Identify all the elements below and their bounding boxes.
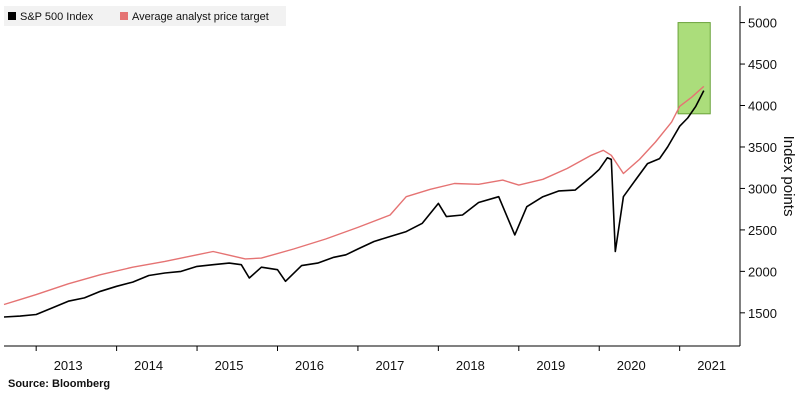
y-tick-label: 2500 [748, 223, 777, 238]
y-tick-label: 1500 [748, 306, 777, 321]
y-tick-label: 3000 [748, 181, 777, 196]
x-tick-label: 2017 [375, 358, 404, 373]
x-tick-label: 2013 [54, 358, 83, 373]
x-tick-label: 2020 [617, 358, 646, 373]
y-tick-label: 3500 [748, 140, 777, 155]
y-tick-label: 4000 [748, 99, 777, 114]
legend-swatch [8, 12, 16, 20]
legend-box [4, 6, 286, 26]
legend-label: S&P 500 Index [20, 11, 94, 23]
x-tick-label: 2014 [134, 358, 163, 373]
highlight-box [677, 22, 711, 115]
sp500-series-line [3, 90, 705, 318]
y-tick-label: 2000 [748, 264, 777, 279]
y-tick-label: 5000 [748, 16, 777, 31]
source-note: Source: Bloomberg [8, 378, 111, 390]
x-tick-label: 2021 [697, 358, 726, 373]
x-tick-label: 2016 [295, 358, 324, 373]
y-tick-label: 4500 [748, 57, 777, 72]
legend-label: Average analyst price target [132, 11, 269, 23]
x-tick-label: 2015 [215, 358, 244, 373]
x-tick-label: 2019 [536, 358, 565, 373]
y-axis-title: Index points [780, 136, 797, 217]
legend-swatch [120, 12, 128, 20]
analyst-target-series-line [3, 85, 705, 306]
x-tick-label: 2018 [456, 358, 485, 373]
